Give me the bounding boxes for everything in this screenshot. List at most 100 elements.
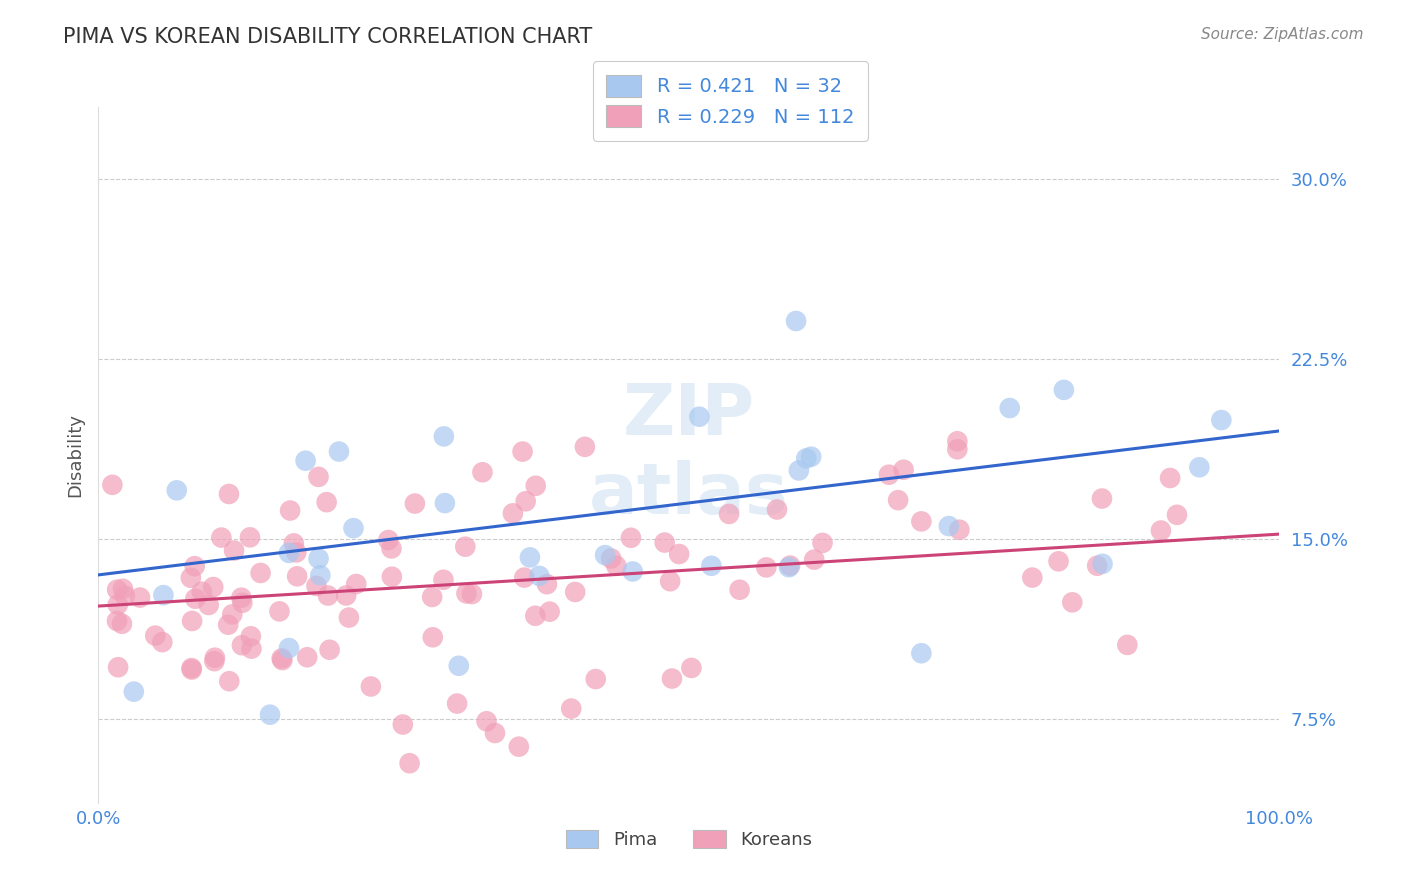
Point: [778, 560, 800, 574]
Point: [202, 654, 225, 668]
Point: [877, 467, 900, 482]
Point: [560, 701, 582, 715]
Point: [309, 568, 332, 582]
Point: [398, 756, 420, 771]
Point: [114, 589, 136, 603]
Point: [803, 552, 825, 566]
Point: [222, 543, 245, 558]
Point: [1091, 491, 1114, 506]
Point: [197, 598, 219, 612]
Point: [278, 641, 301, 656]
Point: [404, 497, 426, 511]
Point: [422, 630, 444, 644]
Point: [166, 483, 188, 498]
Point: [150, 635, 173, 649]
Point: [811, 536, 834, 550]
Point: [231, 596, 253, 610]
Point: [101, 478, 124, 492]
Point: [508, 739, 530, 754]
Point: [328, 444, 350, 458]
Point: [755, 560, 778, 574]
Point: [794, 451, 817, 466]
Point: [204, 650, 226, 665]
Point: [447, 658, 470, 673]
Point: [202, 580, 225, 594]
Text: ZIP
atlas: ZIP atlas: [589, 381, 789, 529]
Point: [180, 571, 202, 585]
Point: [564, 585, 586, 599]
Point: [910, 515, 932, 529]
Point: [654, 535, 676, 549]
Point: [681, 661, 703, 675]
Point: [316, 589, 339, 603]
Point: [152, 588, 174, 602]
Point: [360, 680, 382, 694]
Point: [1085, 558, 1108, 573]
Point: [269, 604, 291, 618]
Point: [308, 470, 330, 484]
Point: [239, 629, 262, 643]
Point: [910, 646, 932, 660]
Point: [454, 540, 477, 554]
Point: [105, 614, 128, 628]
Point: [461, 587, 484, 601]
Point: [271, 653, 294, 667]
Point: [529, 569, 551, 583]
Point: [787, 463, 810, 477]
Point: [231, 638, 253, 652]
Point: [295, 650, 318, 665]
Point: [484, 726, 506, 740]
Point: [308, 551, 330, 566]
Point: [1211, 413, 1233, 427]
Point: [513, 571, 536, 585]
Point: [305, 579, 328, 593]
Point: [1166, 508, 1188, 522]
Point: [1047, 554, 1070, 568]
Point: [420, 590, 443, 604]
Point: [342, 521, 364, 535]
Point: [938, 519, 960, 533]
Point: [143, 629, 166, 643]
Point: [1116, 638, 1139, 652]
Point: [585, 672, 607, 686]
Point: [111, 582, 134, 596]
Point: [538, 605, 561, 619]
Point: [105, 582, 128, 597]
Point: [1021, 571, 1043, 585]
Point: [456, 586, 478, 600]
Point: [249, 566, 271, 580]
Point: [661, 672, 683, 686]
Point: [433, 429, 456, 443]
Point: [519, 550, 541, 565]
Point: [620, 531, 643, 545]
Point: [524, 608, 547, 623]
Point: [184, 591, 207, 606]
Point: [605, 558, 627, 573]
Text: PIMA VS KOREAN DISABILITY CORRELATION CHART: PIMA VS KOREAN DISABILITY CORRELATION CH…: [63, 27, 592, 46]
Point: [946, 434, 969, 449]
Point: [718, 507, 741, 521]
Point: [621, 565, 644, 579]
Point: [688, 409, 710, 424]
Point: [728, 582, 751, 597]
Point: [283, 536, 305, 550]
Text: Source: ZipAtlas.com: Source: ZipAtlas.com: [1201, 27, 1364, 42]
Point: [181, 614, 204, 628]
Point: [1188, 460, 1211, 475]
Point: [318, 642, 340, 657]
Point: [1091, 557, 1114, 571]
Point: [217, 617, 239, 632]
Point: [433, 496, 456, 510]
Point: [191, 584, 214, 599]
Point: [337, 610, 360, 624]
Point: [122, 684, 145, 698]
Point: [129, 591, 152, 605]
Point: [218, 674, 240, 689]
Point: [239, 530, 262, 544]
Point: [471, 465, 494, 479]
Point: [948, 523, 970, 537]
Point: [285, 569, 308, 583]
Point: [209, 531, 232, 545]
Point: [285, 545, 308, 559]
Point: [107, 598, 129, 612]
